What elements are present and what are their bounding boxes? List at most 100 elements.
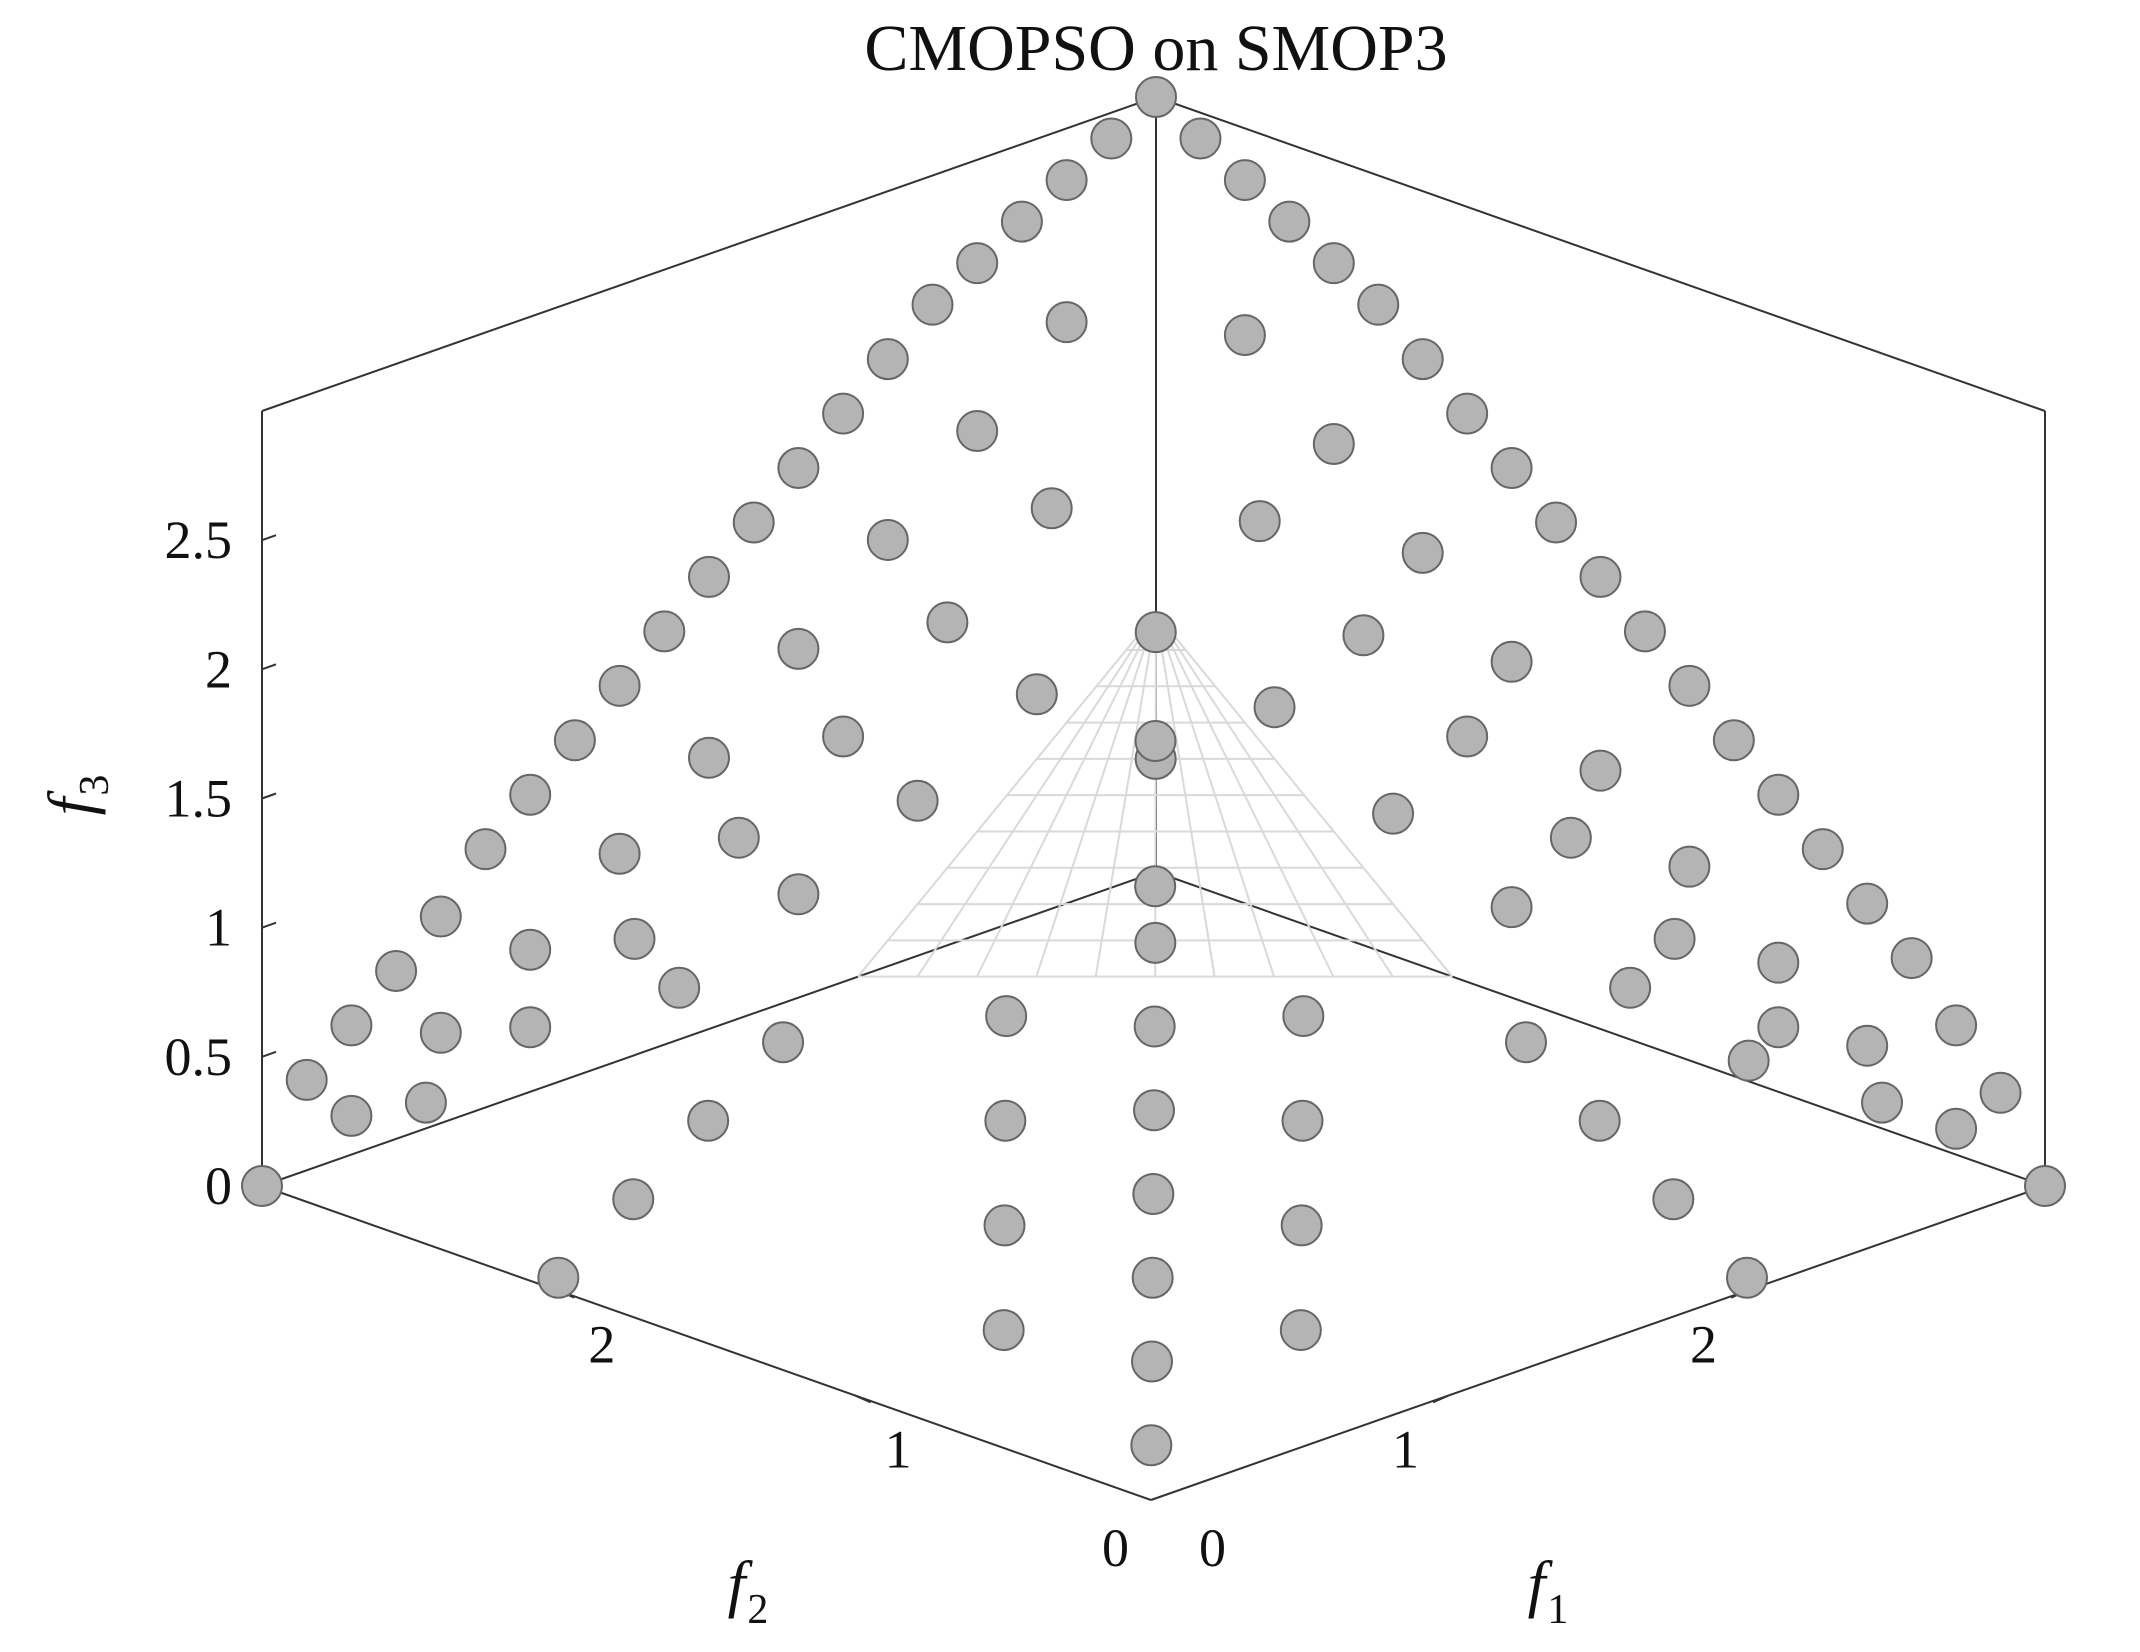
data-point: [1446, 392, 1489, 435]
data-point: [330, 1094, 373, 1137]
data-point: [1131, 1256, 1174, 1299]
x-tick-label: 0: [1199, 1518, 1226, 1578]
data-point: [1280, 1204, 1323, 1247]
data-point: [1757, 1006, 1800, 1049]
data-point: [464, 828, 507, 871]
mesh-line: [916, 613, 1157, 978]
mesh-line: [1155, 613, 1394, 978]
top-left-edge: [261, 96, 1157, 412]
data-point: [1726, 1256, 1768, 1299]
data-point: [732, 501, 775, 544]
data-point: [1357, 283, 1400, 326]
data-point: [241, 1165, 283, 1207]
data-point: [1135, 76, 1177, 118]
data-point: [1045, 159, 1088, 202]
y-tick-mark: [1432, 1394, 1450, 1404]
data-point: [1579, 749, 1622, 792]
x-axis-label: f1: [1528, 1548, 1569, 1633]
z-tick-mark: [261, 921, 277, 929]
data-point: [1935, 1004, 1978, 1047]
data-point: [1134, 611, 1177, 654]
y-tick-label: 1: [1392, 1419, 1419, 1479]
data-point: [1549, 816, 1592, 859]
mesh-line: [1155, 613, 1216, 977]
data-point: [419, 895, 462, 938]
data-point: [1490, 640, 1533, 683]
data-point: [1623, 610, 1666, 653]
data-point: [1727, 1039, 1770, 1082]
data-point: [1505, 1021, 1547, 1064]
data-point: [1134, 921, 1177, 964]
mesh-line: [1094, 613, 1157, 977]
data-point: [1223, 159, 1266, 202]
z-tick-mark: [261, 534, 277, 542]
data-point: [911, 283, 954, 326]
y-tick-label: 2: [1690, 1315, 1717, 1375]
data-point: [1134, 865, 1177, 908]
data-point: [956, 410, 999, 453]
axes-box: [261, 96, 2046, 1501]
data-point: [330, 1004, 373, 1047]
data-point: [1000, 200, 1043, 243]
data-point: [1846, 882, 1889, 925]
data-point: [1342, 614, 1385, 657]
mesh-line: [1155, 613, 1454, 978]
data-point: [537, 1256, 580, 1299]
data-point: [896, 779, 939, 822]
data-point: [1712, 719, 1755, 762]
data-point: [1579, 555, 1622, 598]
data-point: [1890, 937, 1933, 980]
data-point: [658, 966, 701, 1009]
data-point: [762, 1021, 805, 1064]
data-point: [1281, 1099, 1324, 1142]
data-point: [1446, 715, 1489, 758]
data-point: [1372, 792, 1415, 835]
data-point: [612, 1178, 655, 1221]
data-point: [509, 773, 552, 816]
data-point: [1535, 501, 1578, 544]
data-point: [1134, 720, 1177, 763]
data-point: [688, 736, 730, 779]
data-point: [956, 242, 999, 285]
data-point: [509, 928, 552, 971]
data-point: [822, 392, 865, 435]
data-point: [1490, 447, 1533, 490]
data-point: [983, 1204, 1026, 1247]
pareto-front-mesh: [857, 613, 1454, 978]
data-point: [1979, 1071, 2022, 1114]
z-tick-label: 0.5: [165, 1027, 233, 1087]
chart-title: CMOPSO on SMOP3: [864, 12, 1447, 85]
data-point: [404, 1081, 447, 1124]
data-point: [984, 1099, 1027, 1142]
data-point: [926, 601, 969, 644]
data-point: [1268, 200, 1311, 243]
mesh-line: [1155, 613, 1335, 978]
z-tick-label: 2: [205, 639, 232, 699]
y-tick-label: 0: [1102, 1518, 1129, 1578]
data-point: [613, 917, 656, 960]
tick-labels: 0 0.5 1 1.5 2 2.5 0 1 2 0 1 2: [165, 510, 1718, 1578]
mesh-line: [1035, 613, 1157, 977]
data-point: [1131, 1340, 1173, 1383]
x-tick-mark: [854, 1394, 872, 1404]
data-point: [1757, 773, 1800, 816]
data-point: [777, 873, 820, 916]
data-point: [419, 1011, 462, 1054]
data-point: [598, 832, 641, 875]
data-point: [1282, 995, 1325, 1038]
data-point: [553, 719, 596, 762]
data-point: [822, 715, 865, 758]
mesh-line: [1155, 613, 1275, 977]
data-point: [1668, 845, 1711, 888]
data-point: [1133, 1005, 1176, 1048]
data-point: [777, 447, 820, 490]
data-point: [1223, 314, 1266, 357]
data-point: [1312, 422, 1355, 465]
data-point: [1253, 686, 1296, 729]
z-tick-mark: [261, 792, 277, 800]
data-point: [1312, 242, 1355, 285]
data-point: [1668, 664, 1711, 707]
data-point: [1132, 1173, 1175, 1216]
mesh-line: [857, 613, 1157, 978]
